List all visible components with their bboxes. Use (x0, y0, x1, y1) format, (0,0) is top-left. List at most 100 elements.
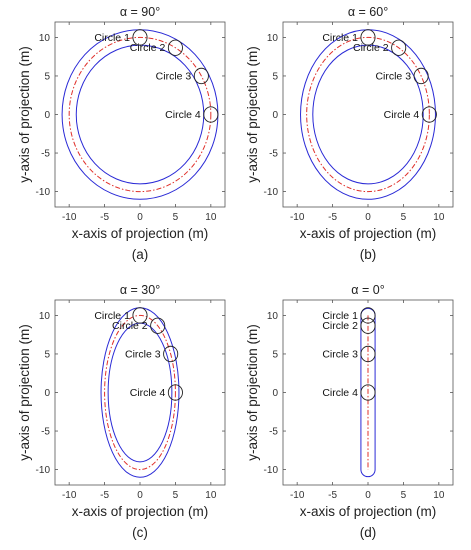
y-tick-label: 0 (44, 388, 50, 399)
y-tick-label: 5 (272, 349, 278, 360)
y-tick-label: 10 (267, 311, 279, 322)
circle-marker-3 (193, 67, 209, 85)
x-tick-label: -5 (328, 490, 337, 501)
circle-label-1: Circle 1 (322, 310, 358, 322)
circle-label-3: Circle 3 (125, 348, 161, 360)
y-tick-label: 10 (267, 33, 279, 44)
panel-caption: (d) (360, 525, 377, 540)
x-tick-label: 10 (205, 490, 217, 501)
circle-marker-2 (150, 317, 166, 334)
circle-marker-1 (360, 307, 376, 324)
circle-marker-1 (132, 29, 148, 46)
x-tick-label: -10 (62, 212, 77, 223)
x-tick-label: 10 (205, 212, 217, 223)
x-tick-label: -5 (100, 490, 109, 501)
panel-caption: (a) (132, 247, 149, 262)
y-tick-label: 5 (44, 349, 50, 360)
circle-label-3: Circle 3 (375, 70, 411, 82)
circle-label-2: Circle 2 (322, 320, 358, 332)
circle-marker-1 (360, 29, 376, 46)
x-tick-label: 0 (137, 212, 143, 223)
x-tick-label: 0 (365, 490, 371, 501)
y-tick-label: 5 (44, 71, 50, 82)
plot-area (54, 21, 226, 208)
centerline (104, 314, 176, 471)
y-tick-label: -5 (269, 427, 278, 438)
circle-marker-3 (413, 67, 429, 85)
x-tick-label: 10 (433, 490, 445, 501)
circle-label-4: Circle 4 (384, 109, 420, 121)
x-tick-label: -10 (290, 212, 305, 223)
x-tick-label: 0 (365, 212, 371, 223)
y-tick-label: 10 (39, 33, 51, 44)
outer-boundary (360, 307, 376, 478)
y-tick-label: -10 (264, 187, 279, 198)
y-tick-label: 0 (44, 110, 50, 121)
y-axis-label: y-axis of projection (m) (245, 46, 260, 183)
circle-marker-2 (391, 39, 407, 56)
circle-marker-3 (360, 345, 376, 363)
circle-label-1: Circle 1 (322, 32, 358, 44)
x-axis-label: x-axis of projection (m) (300, 226, 437, 241)
circle-label-2: Circle 2 (130, 42, 166, 54)
chart-panel-4: -10 -5 0 5 10 10 5 0 -5 -10 α = 0° x-axis of projec… (245, 283, 454, 540)
y-tick-label: -10 (36, 465, 51, 476)
circle-marker-1 (132, 307, 148, 324)
circle-label-2: Circle 2 (112, 320, 148, 332)
plot-area (54, 299, 226, 486)
chart-title: α = 90° (120, 5, 160, 19)
y-tick-label: 5 (272, 71, 278, 82)
circle-marker-4 (203, 106, 219, 123)
x-tick-label: 0 (137, 490, 143, 501)
chart-panel-1: -10 -5 0 5 10 10 5 0 -5 -10 α = 90° x-axis of proje… (17, 5, 226, 262)
chart-panel-2: -10 -5 0 5 10 10 5 0 -5 -10 α = 60° x-axis of proje… (245, 5, 454, 262)
x-tick-label: 5 (173, 212, 179, 223)
circle-marker-4 (421, 106, 437, 123)
chart-panel-3: -10 -5 0 5 10 10 5 0 -5 -10 α = 30° x-axis of proje… (17, 283, 226, 540)
x-tick-label: 5 (401, 490, 407, 501)
x-tick-label: 10 (433, 212, 445, 223)
plot-content (300, 29, 437, 200)
circle-label-3: Circle 3 (156, 70, 192, 82)
x-tick-label: 5 (401, 212, 407, 223)
y-tick-label: -5 (41, 427, 50, 438)
y-tick-label: -10 (264, 465, 279, 476)
y-axis-label: y-axis of projection (m) (17, 324, 32, 461)
panel-caption: (b) (360, 247, 377, 262)
y-tick-label: -10 (36, 187, 51, 198)
y-tick-label: 0 (272, 388, 278, 399)
circle-label-4: Circle 4 (130, 387, 166, 399)
chart-title: α = 60° (348, 5, 388, 19)
x-tick-label: -10 (290, 490, 305, 501)
circle-label-1: Circle 1 (94, 32, 130, 44)
x-tick-label: 5 (173, 490, 179, 501)
plot-content (360, 307, 376, 478)
x-axis-label: x-axis of projection (m) (72, 504, 209, 519)
circle-label-3: Circle 3 (322, 348, 358, 360)
y-tick-label: -5 (269, 149, 278, 160)
y-tick-label: 10 (39, 311, 51, 322)
panel-caption: (c) (132, 525, 148, 540)
circle-marker-3 (163, 345, 179, 363)
circle-label-4: Circle 4 (165, 109, 201, 121)
circle-marker-4 (167, 384, 183, 401)
x-axis-label: x-axis of projection (m) (72, 226, 209, 241)
y-axis-label: y-axis of projection (m) (245, 324, 260, 461)
circle-marker-2 (167, 39, 183, 56)
centerline (68, 36, 212, 193)
chart-title: α = 30° (120, 283, 160, 297)
circle-label-1: Circle 1 (94, 310, 130, 322)
circle-label-2: Circle 2 (353, 42, 389, 54)
x-tick-label: -10 (62, 490, 77, 501)
x-tick-label: -5 (328, 212, 337, 223)
x-axis-label: x-axis of projection (m) (300, 504, 437, 519)
plot-content (100, 307, 183, 478)
chart-title: α = 0° (351, 283, 384, 297)
centerline (306, 36, 430, 193)
circle-marker-2 (360, 317, 376, 334)
y-tick-label: -5 (41, 149, 50, 160)
plot-content (61, 29, 219, 200)
x-tick-label: -5 (100, 212, 109, 223)
y-tick-label: 0 (272, 110, 278, 121)
